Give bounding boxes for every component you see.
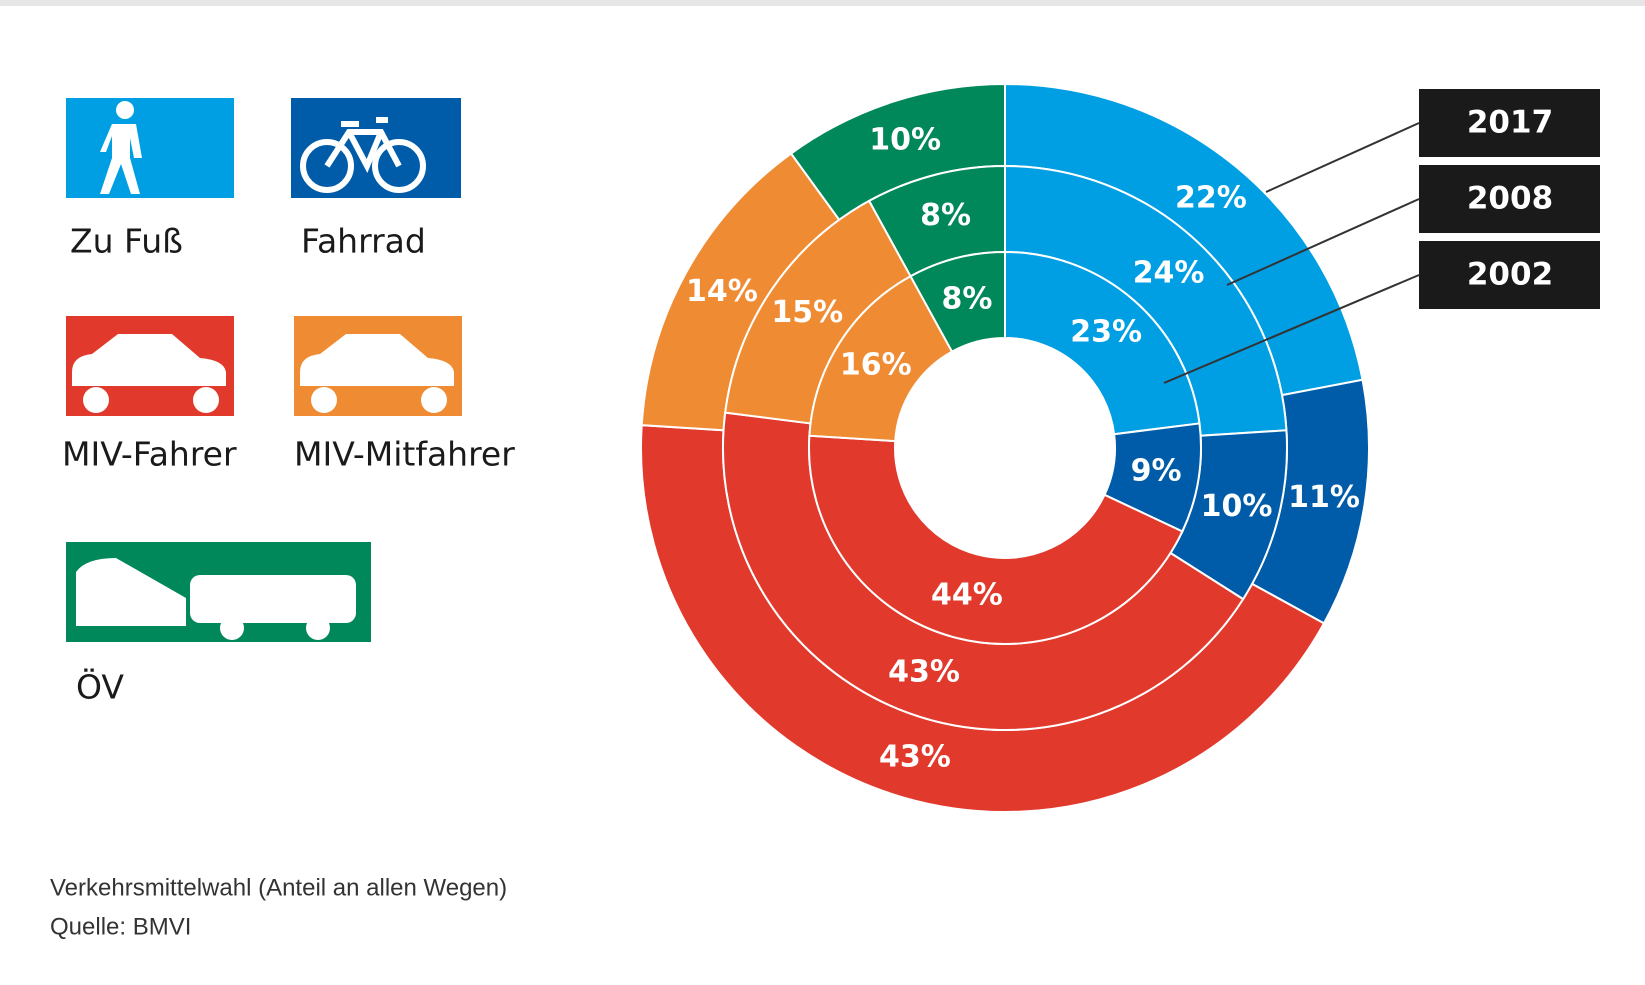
value-label: 15% [771,295,843,330]
value-label: 9% [1131,453,1182,488]
walker-icon [100,101,142,194]
value-label: 8% [941,281,992,316]
value-label: 23% [1070,315,1142,350]
leader-line [1163,274,1420,384]
value-label: 10% [1201,489,1273,524]
year-label: 2017 [1467,105,1553,141]
donut-segment [1004,250,1201,436]
legend-label: Fahrrad [301,222,426,261]
legend-label: MIV-Mitfahrer [294,435,515,474]
value-label: 43% [888,654,960,689]
value-label: 22% [1175,181,1247,216]
legend-label: Zu Fuß [70,222,183,261]
year-label: 2008 [1467,181,1553,217]
donut-segment [808,434,1184,645]
year-box [1419,89,1600,157]
legend-label: MIV-Fahrer [62,435,237,474]
value-label: 16% [840,348,912,383]
leader-line [1265,122,1420,193]
value-label: 44% [931,578,1003,613]
value-label: 24% [1133,255,1205,290]
top-border [0,0,1645,6]
legend: Zu Fuß Fahrrad MIV-Fahrer MIV-Mitfahrer … [62,98,515,707]
year-box [1419,241,1600,309]
bike-icon [300,117,426,193]
donut-segment [909,250,1006,353]
car-icon [72,334,226,413]
car-icon [300,334,454,413]
value-label: 11% [1288,480,1360,515]
legend-icon [66,98,234,198]
value-label: 8% [920,198,971,233]
year-label: 2002 [1467,257,1553,293]
leader-line [1226,198,1420,286]
source: Quelle: BMVI [50,913,191,940]
train-bus-icon [76,558,356,640]
year-box [1419,165,1600,233]
value-label: 14% [686,274,758,309]
value-label: 10% [869,122,941,157]
caption: Verkehrsmittelwahl (Anteil an allen Wege… [50,874,507,901]
legend-label: ÖV [76,667,124,707]
value-label: 43% [879,740,951,775]
